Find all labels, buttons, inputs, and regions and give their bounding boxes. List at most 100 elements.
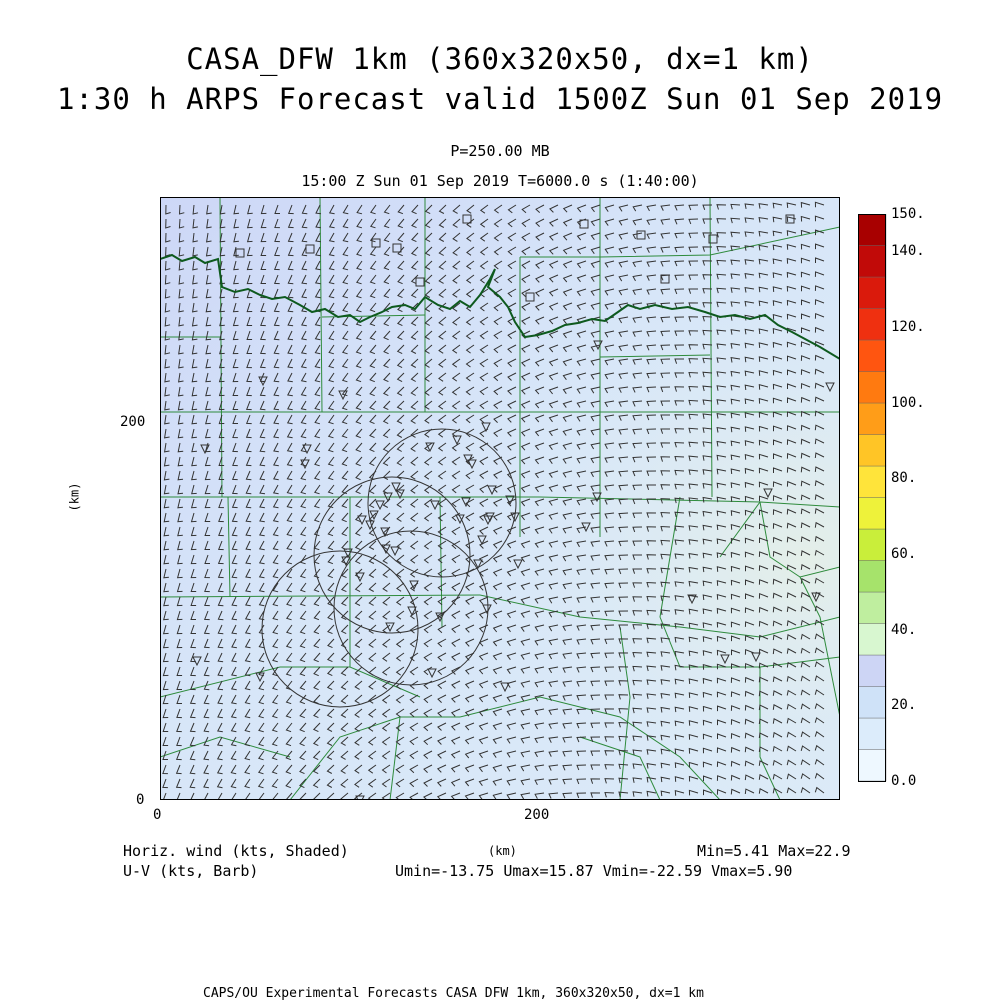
wind-barb: [438, 274, 447, 284]
wind-barb: [230, 708, 237, 719]
wind-barb: [424, 288, 433, 298]
wind-barb: [646, 484, 656, 490]
wind-barb: [395, 596, 405, 606]
wind-barb: [548, 246, 559, 255]
station-triangle: [302, 444, 312, 455]
wind-barb: [300, 512, 307, 523]
wind-barb: [326, 778, 335, 788]
wind-barb: [674, 218, 685, 225]
wind-barb: [730, 565, 741, 572]
wind-barb: [452, 274, 461, 284]
wind-barb: [632, 358, 643, 365]
wind-barb: [507, 386, 517, 395]
wind-barb: [299, 694, 307, 705]
wind-barb: [772, 509, 783, 515]
wind-barb: [397, 288, 405, 299]
wind-barb: [340, 722, 349, 732]
wind-barb: [576, 736, 587, 743]
wind-barb: [493, 274, 503, 284]
wind-barb: [660, 330, 671, 337]
wind-barb: [716, 301, 727, 308]
wind-barb: [521, 260, 531, 269]
wind-barb: [702, 538, 713, 545]
wind-barb: [464, 722, 475, 731]
wind-barb: [590, 540, 601, 547]
wind-barb: [189, 722, 196, 733]
wind-barb: [548, 428, 559, 437]
wind-barb: [464, 624, 475, 633]
wind-barb: [409, 736, 419, 746]
wind-barb: [716, 649, 727, 656]
wind-barb: [758, 272, 769, 279]
wind-barb: [801, 313, 811, 320]
wind-barb: [355, 386, 363, 397]
wind-barb: [465, 288, 475, 298]
station-triangle: [192, 656, 202, 667]
wind-barb: [245, 554, 252, 565]
wind-barb: [451, 582, 461, 592]
wind-barb: [246, 218, 253, 229]
wind-barb: [632, 414, 643, 421]
wind-barb: [702, 315, 713, 322]
wind-barb: [576, 512, 587, 520]
wind-barb: [176, 652, 183, 662]
wind-barb: [534, 680, 545, 688]
wind-barb: [646, 790, 657, 797]
wind-barb: [520, 624, 531, 632]
county-line: [479, 594, 840, 638]
wind-barb: [342, 246, 349, 257]
wind-barb: [396, 400, 405, 410]
wind-barb: [492, 512, 503, 521]
station-triangle: [687, 594, 697, 605]
wind-barb: [786, 258, 797, 264]
wind-barb: [520, 610, 531, 618]
wind-barb: [744, 648, 755, 655]
wind-barb: [772, 522, 783, 529]
wind-barb: [688, 371, 699, 378]
wind-barb: [632, 442, 643, 449]
wind-barb: [478, 764, 489, 773]
wind-barb: [716, 259, 727, 266]
wind-barb: [534, 456, 545, 465]
wind-barb: [492, 596, 503, 605]
wind-barb: [313, 582, 321, 593]
wind-barb: [772, 578, 783, 585]
wind-barb: [246, 372, 252, 383]
wind-barb: [327, 596, 335, 607]
wind-barb: [604, 498, 615, 505]
wind-barb: [285, 750, 293, 761]
station-triangle: [513, 559, 523, 570]
wind-barb: [301, 302, 307, 313]
wind-barb: [423, 498, 433, 508]
wind-barb: [493, 428, 503, 437]
wind-barb: [548, 260, 559, 269]
wind-barb: [162, 736, 169, 746]
wind-barb: [814, 675, 825, 682]
wind-barb: [814, 215, 825, 222]
wind-barb: [632, 568, 642, 574]
wind-barb: [660, 762, 671, 769]
wind-barb: [786, 606, 797, 612]
wind-barb: [396, 456, 405, 466]
wind-barb: [786, 508, 797, 515]
wind-barb: [786, 425, 797, 431]
wind-barb: [632, 400, 643, 407]
wind-barb: [674, 232, 685, 239]
wind-barb: [520, 456, 531, 465]
wind-barb: [702, 427, 713, 433]
wind-barb: [590, 582, 601, 589]
wind-barb: [328, 260, 335, 271]
wind-barb: [758, 634, 769, 641]
wind-barb: [396, 372, 405, 383]
wind-barb: [786, 536, 797, 543]
wind-barb: [326, 722, 335, 732]
wind-barb: [218, 512, 224, 523]
wind-barb: [674, 414, 685, 420]
wind-barb: [478, 666, 489, 675]
wind-barb: [507, 274, 517, 284]
wind-barb: [660, 525, 671, 532]
wind-barb: [646, 762, 657, 769]
wind-barb: [409, 708, 419, 718]
wind-barb: [354, 526, 363, 537]
wind-barb: [520, 526, 531, 535]
